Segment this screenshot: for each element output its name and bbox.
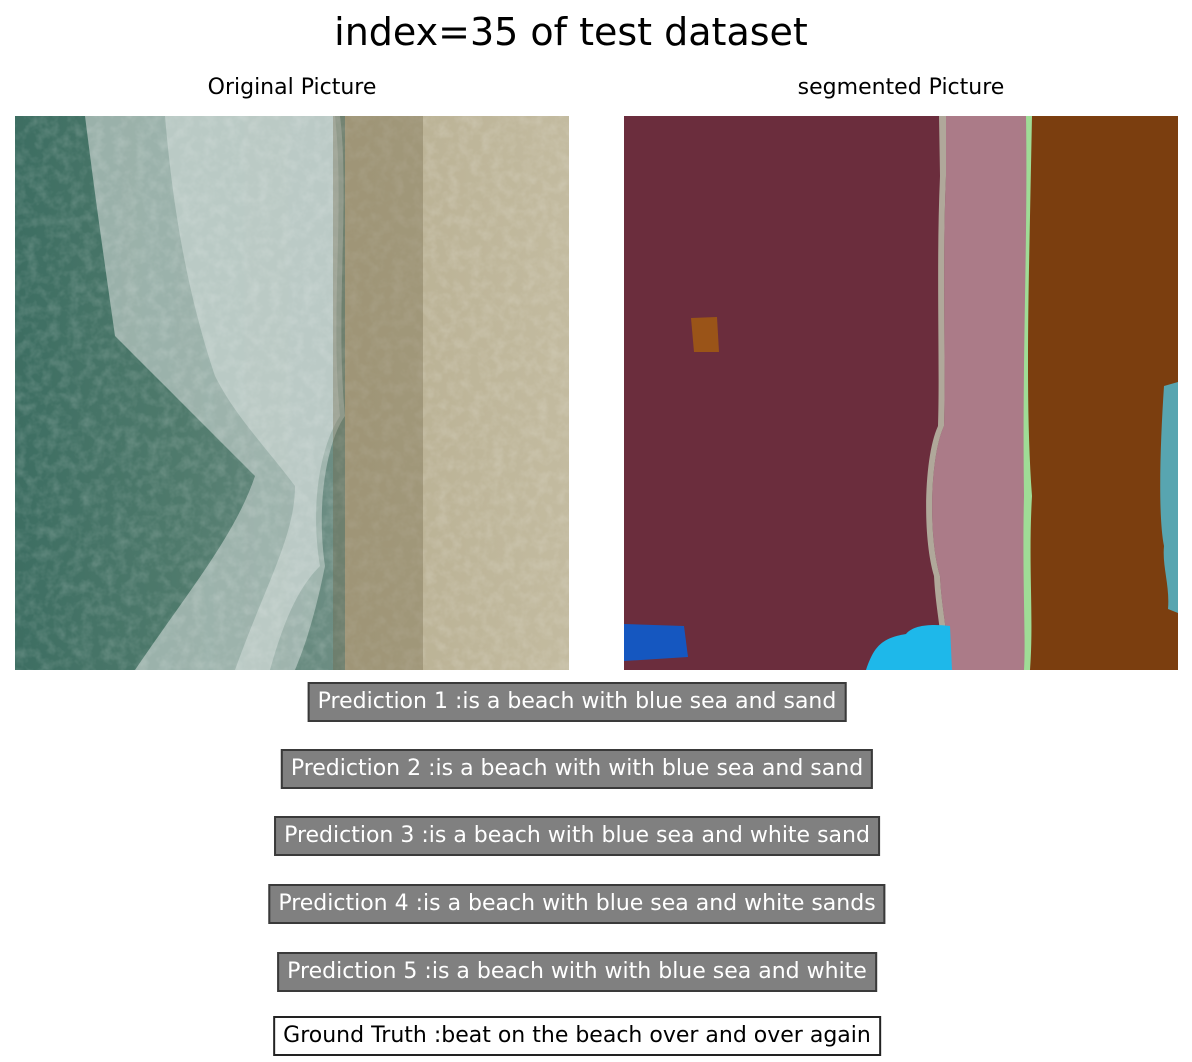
- figure-title: index=35 of test dataset: [334, 10, 808, 54]
- prediction-3-label: Prediction 3 :is a beach with blue sea a…: [274, 816, 880, 856]
- original-picture-title: Original Picture: [207, 75, 377, 100]
- prediction-2-label: Prediction 2 :is a beach with with blue …: [280, 749, 874, 789]
- segmented-picture: [624, 116, 1178, 670]
- ground-truth-label: Ground Truth :beat on the beach over and…: [273, 1016, 881, 1056]
- segmented-picture-image: [624, 116, 1178, 670]
- original-picture: [15, 116, 569, 670]
- prediction-4-label: Prediction 4 :is a beach with blue sea a…: [268, 884, 886, 924]
- prediction-5-label: Prediction 5 :is a beach with with blue …: [277, 952, 877, 992]
- prediction-1-label: Prediction 1 :is a beach with blue sea a…: [307, 682, 847, 722]
- segmented-picture-title: segmented Picture: [797, 75, 1005, 100]
- original-picture-image: [15, 116, 569, 670]
